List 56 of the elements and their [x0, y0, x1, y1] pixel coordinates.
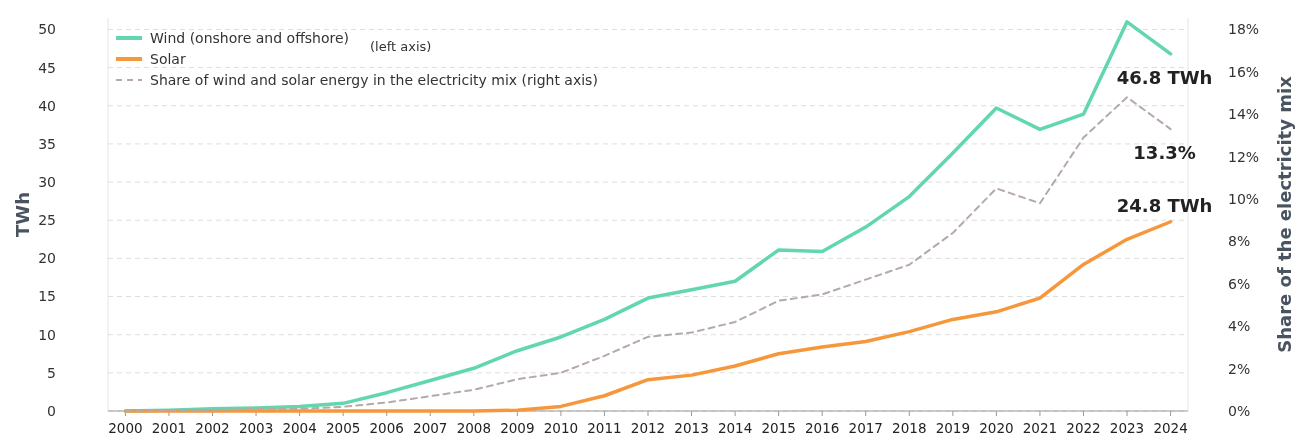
x-tick-label: 2013: [674, 420, 709, 436]
x-tick-label: 2015: [761, 420, 796, 436]
y-tick-label: 45: [38, 59, 56, 76]
y2-tick-label: 0%: [1228, 402, 1251, 419]
y2-tick-label: 6%: [1228, 275, 1251, 292]
line-series: [123, 220, 1173, 413]
legend-label: Share of wind and solar energy in the electricity mix (right axis): [150, 71, 598, 88]
y-tick-label: 30: [38, 173, 56, 190]
legend-label: Solar: [150, 50, 186, 67]
x-tick-label: 2001: [151, 420, 187, 436]
x-tick-label: 2010: [543, 420, 579, 436]
y2-tick-label: 18%: [1228, 21, 1260, 38]
x-tick-label: 2021: [1022, 420, 1058, 436]
x-tick-label: 2024: [1153, 420, 1188, 436]
y-tick-label: 50: [38, 21, 56, 38]
y-tick-label: 20: [38, 250, 56, 267]
y2-tick-label: 16%: [1228, 63, 1260, 80]
y-tick-label: 5: [47, 364, 56, 381]
y-tick-label: 0: [47, 402, 56, 419]
x-tick-label: 2014: [717, 420, 753, 436]
x-tick-label: 2019: [935, 420, 971, 436]
x-tick-label: 2012: [630, 420, 666, 436]
y2-tick-label: 2%: [1228, 360, 1251, 377]
annotation: 46.8 TWh: [1116, 66, 1213, 88]
annotation: 13.3%: [1133, 142, 1196, 164]
y2-tick-label: 8%: [1228, 233, 1251, 250]
x-tick-label: 2018: [892, 420, 927, 436]
annotation: (left axis): [370, 38, 432, 54]
x-tick-label: 2002: [195, 420, 230, 436]
x-tick-label: 2006: [369, 420, 404, 436]
y-tick-label: 15: [38, 288, 56, 305]
x-tick-label: 2022: [1066, 420, 1101, 436]
x-tick-label: 2003: [238, 420, 274, 436]
y2-tick-label: 10%: [1228, 190, 1260, 207]
x-tick-label: 2017: [848, 420, 883, 436]
x-tick-label: 2009: [500, 420, 535, 436]
x-tick-label: 2020: [979, 420, 1014, 436]
y2-tick-label: 14%: [1228, 106, 1260, 123]
y-axis-title: TWh: [12, 192, 34, 237]
x-tick-label: 2008: [456, 420, 491, 436]
x-tick-label: 2007: [413, 420, 448, 436]
y-tick-label: 25: [38, 212, 56, 229]
y-tick-label: 10: [38, 326, 56, 343]
y2-tick-label: 4%: [1228, 318, 1251, 335]
x-tick-label: 2005: [325, 420, 361, 436]
x-tick-label: 2004: [282, 420, 317, 436]
x-tick-label: 2011: [587, 420, 622, 436]
y2-tick-label: 12%: [1228, 148, 1260, 165]
legend-label: Wind (onshore and offshore): [150, 29, 350, 46]
y2-axis-title: Share of the electricity mix: [1274, 75, 1296, 353]
x-tick-label: 2016: [805, 420, 840, 436]
x-tick-label: 2023: [1109, 420, 1145, 436]
y-tick-label: 35: [38, 135, 56, 152]
annotation: 24.8 TWh: [1116, 194, 1213, 216]
y-tick-label: 40: [38, 97, 56, 114]
x-tick-label: 2000: [108, 420, 143, 436]
